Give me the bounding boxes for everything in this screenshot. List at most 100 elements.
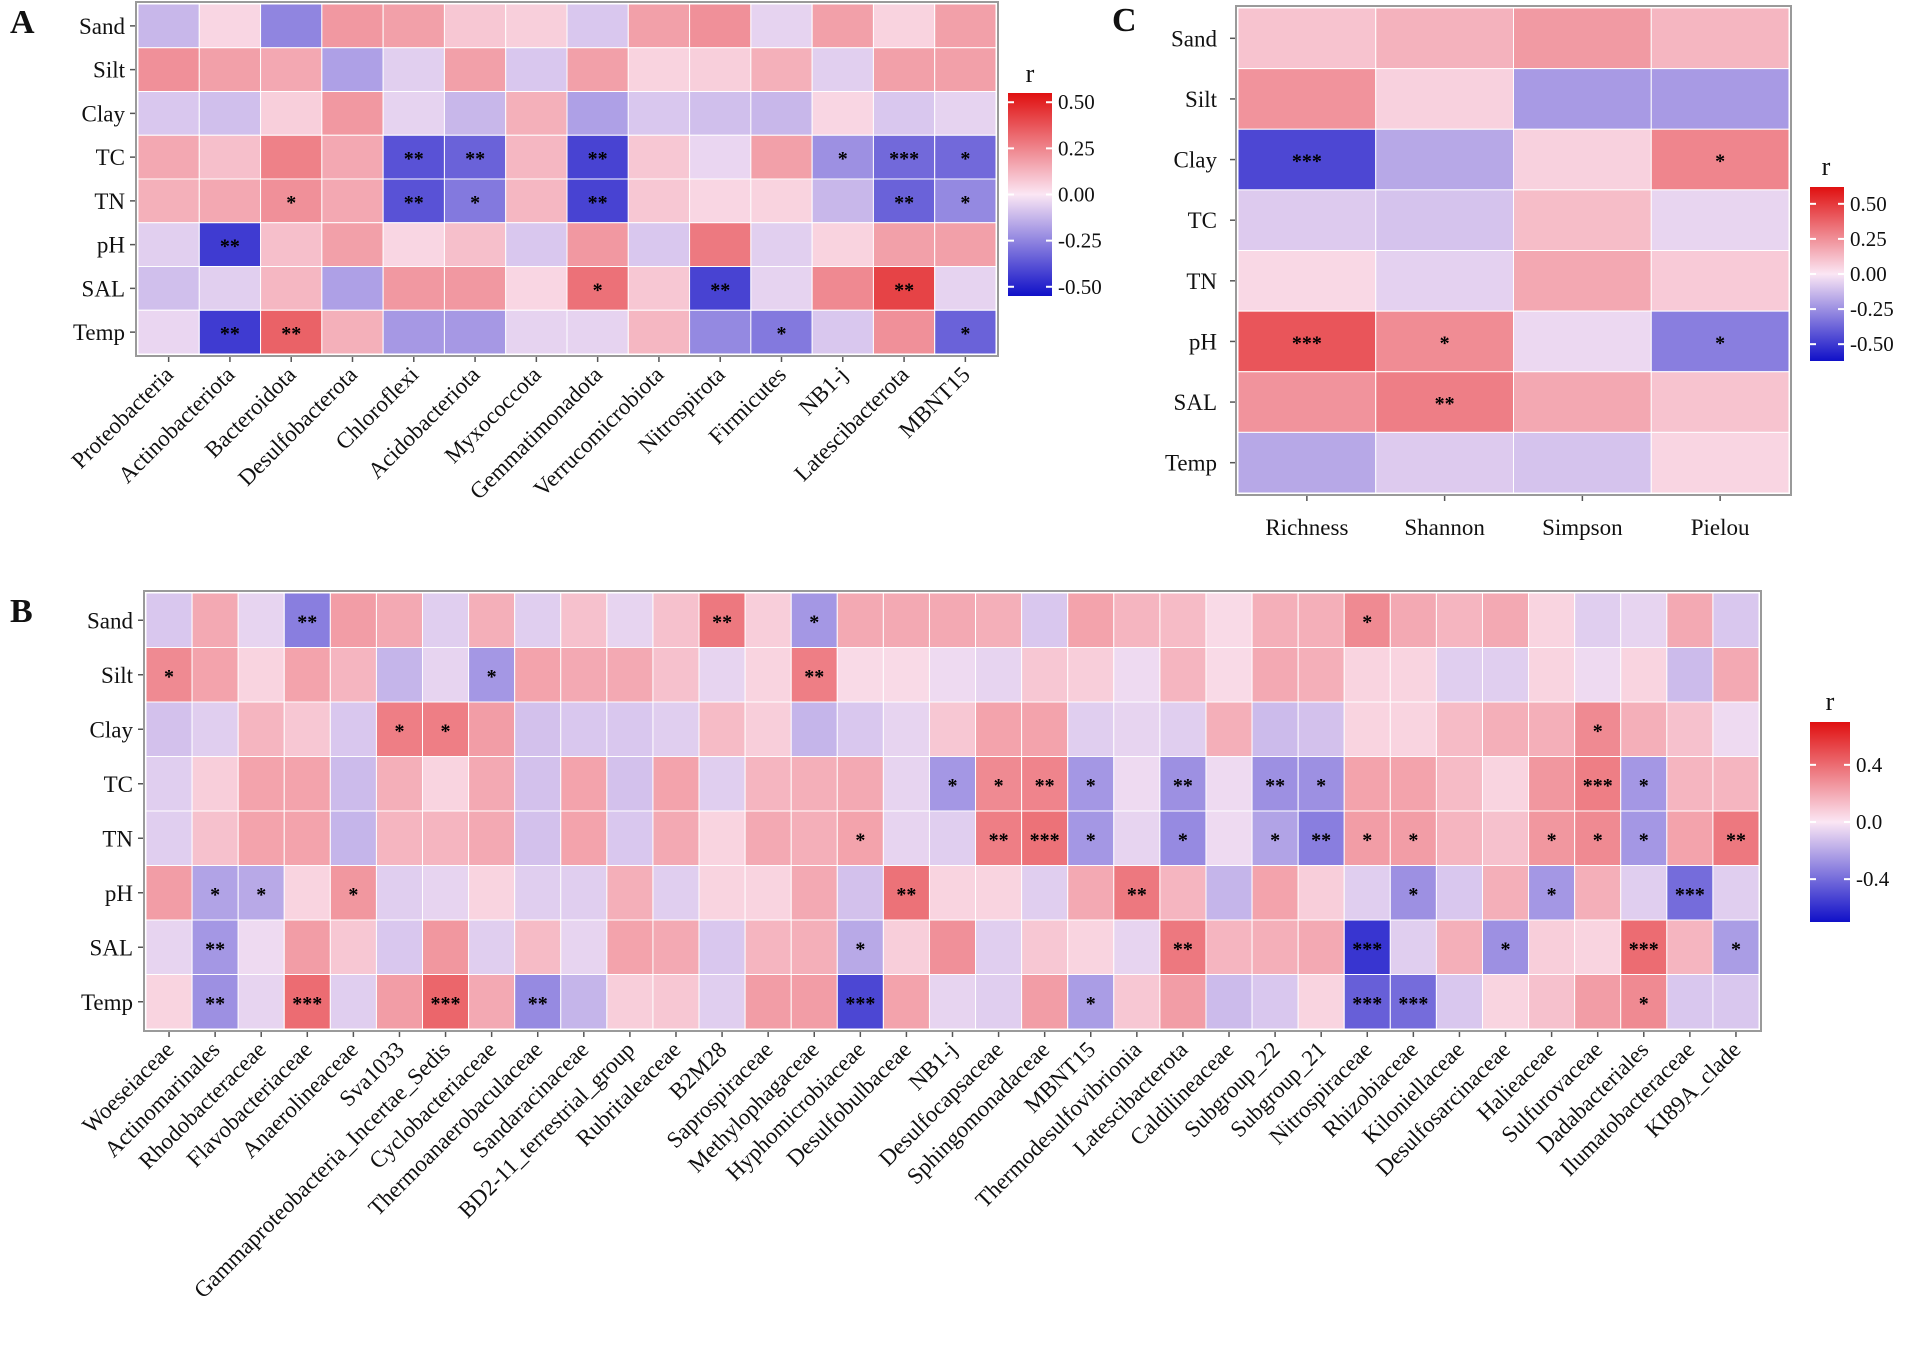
heatmap-cell-temp-ilumatobacteraceae bbox=[1666, 974, 1714, 1030]
significance-label: * bbox=[960, 192, 970, 214]
heatmap-cell-tn-gammaproteobacteria-incertae-sedis bbox=[422, 810, 470, 866]
significance-label: *** bbox=[1398, 993, 1428, 1015]
heatmap-cell-clay-flavobacteriaceae bbox=[283, 701, 331, 757]
heatmap-cell-temp-ki89a-clade bbox=[1712, 974, 1760, 1030]
row-label-sal: SAL bbox=[90, 935, 133, 960]
significance-label: * bbox=[1086, 775, 1096, 797]
column-label-simpson: Simpson bbox=[1542, 515, 1623, 540]
heatmap-cell-temp-nb1-j bbox=[811, 309, 874, 355]
heatmap-cell-clay-desulfobulbaceae bbox=[882, 701, 930, 757]
heatmap-cell-silt-desulfobacterota bbox=[321, 47, 384, 92]
significance-label: ** bbox=[1127, 884, 1147, 906]
legend-tick-label: 0.25 bbox=[1850, 227, 1887, 251]
heatmap-cell-tn-desulfocapsaceae bbox=[975, 810, 1023, 866]
heatmap-cell-tc-sulfurovaceae bbox=[1574, 756, 1622, 812]
heatmap-cell-tc-latescibacterota bbox=[1159, 756, 1207, 812]
heatmap-cell-ph-woeseiaceae bbox=[145, 865, 193, 921]
heatmap-cell-sal-mbnt15 bbox=[934, 266, 997, 311]
heatmap-cell-clay-latescibacterota bbox=[872, 91, 936, 136]
heatmap-cell-tn-rubritaleaceae bbox=[652, 810, 700, 866]
heatmap-cell-tn-myxococcota bbox=[505, 178, 568, 224]
heatmap-cell-silt-kiloniellaceae bbox=[1435, 647, 1483, 703]
heatmap-cell-sand-desulfosarcinaceae bbox=[1481, 592, 1530, 648]
heatmap-cell-sal-sandaracinaceae bbox=[560, 919, 608, 975]
heatmap-cell-temp-sulfurovaceae bbox=[1574, 974, 1622, 1030]
significance-label: ** bbox=[1726, 829, 1746, 851]
heatmap-cell-temp-thermodesulfovibrionia bbox=[1113, 974, 1161, 1030]
heatmap-cell-temp-thermoanaerobaculaceae bbox=[514, 974, 562, 1030]
heatmap-cell-sand-nb1-j bbox=[811, 3, 874, 49]
heatmap-cell-sal-gemmatimonadota bbox=[566, 266, 629, 311]
heatmap-cell-silt-rhodobacteraceae bbox=[237, 647, 285, 703]
heatmap-cell-tc-ilumatobacteraceae bbox=[1666, 756, 1714, 812]
heatmap-cell-sal-mbnt15 bbox=[1067, 919, 1115, 975]
row-label-tc: TC bbox=[104, 772, 133, 797]
heatmap-cell-tc-desulfocapsaceae bbox=[975, 756, 1023, 812]
heatmap-cell-ph-subgroup-21 bbox=[1297, 865, 1345, 921]
heatmap-cell-temp-gammaproteobacteria-incertae-sedis bbox=[422, 974, 470, 1030]
heatmap-cell-ph-thermoanaerobaculaceae bbox=[514, 865, 562, 921]
heatmap-cell-clay-pielou bbox=[1650, 128, 1790, 191]
heatmap-cell-temp-shannon bbox=[1375, 431, 1514, 494]
row-label-ph: pH bbox=[105, 881, 133, 906]
heatmap-cell-tn-ki89a-clade bbox=[1712, 810, 1760, 866]
heatmap-cell-tn-thermoanaerobaculaceae bbox=[514, 810, 562, 866]
significance-label: *** bbox=[1030, 829, 1060, 851]
row-label-tc: TC bbox=[96, 145, 125, 170]
heatmap-cell-tn-rhodobacteraceae bbox=[237, 810, 285, 866]
row-label-temp: Temp bbox=[73, 320, 125, 345]
heatmap-cell-silt-cyclobacteriaceae bbox=[468, 647, 516, 703]
heatmap-cell-temp-proteobacteria bbox=[137, 309, 200, 355]
heatmap-cell-sal-anaerolineaceae bbox=[329, 919, 377, 975]
heatmap-cell-sal-sulfurovaceae bbox=[1574, 919, 1622, 975]
heatmap-cell-tn-flavobacteriaceae bbox=[283, 810, 331, 866]
heatmap-cell-clay-actinobacteriota bbox=[198, 91, 262, 136]
significance-label: * bbox=[1086, 993, 1096, 1015]
heatmap-cell-tc-flavobacteriaceae bbox=[283, 756, 331, 812]
heatmap-cell-sand-mbnt15 bbox=[934, 3, 997, 49]
heatmap-cell-tc-subgroup-22 bbox=[1251, 756, 1299, 812]
heatmap-cell-tn-kiloniellaceae bbox=[1435, 810, 1483, 866]
heatmap-cell-clay-mbnt15 bbox=[1067, 701, 1115, 757]
significance-label: ** bbox=[894, 279, 914, 301]
heatmap-cell-clay-subgroup-22 bbox=[1251, 701, 1299, 757]
heatmap-cell-silt-mbnt15 bbox=[1067, 647, 1115, 703]
heatmap-cell-sal-simpson bbox=[1513, 371, 1652, 433]
heatmap-cell-tn-sphingomonadaceae bbox=[1021, 810, 1069, 866]
heatmap-cell-temp-richness bbox=[1237, 431, 1377, 494]
heatmap-cell-sal-dadabacteriales bbox=[1620, 919, 1668, 975]
heatmap-cell-sand-shannon bbox=[1375, 7, 1514, 70]
row-label-clay: Clay bbox=[90, 717, 134, 742]
heatmap-cell-sal-caldilineaceae bbox=[1205, 919, 1253, 975]
heatmap-cell-tc-sva1033 bbox=[375, 756, 424, 812]
heatmap-cell-sand-flavobacteriaceae bbox=[283, 592, 331, 648]
heatmap-cell-sal-ilumatobacteraceae bbox=[1666, 919, 1714, 975]
heatmap-cell-silt-halieaceae bbox=[1528, 647, 1576, 703]
heatmap-cell-tn-nb1-j bbox=[811, 178, 874, 224]
heatmap-cell-tc-sphingomonadaceae bbox=[1021, 756, 1069, 812]
heatmap-cell-tc-bd2-11-terrestrial-group bbox=[606, 756, 654, 812]
heatmap-cell-temp-latescibacterota bbox=[872, 309, 936, 355]
heatmap-cell-tc-richness bbox=[1237, 189, 1377, 251]
heatmap-cell-sand-myxococcota bbox=[505, 3, 568, 49]
significance-label: *** bbox=[1352, 938, 1382, 960]
significance-label: * bbox=[1593, 829, 1603, 851]
significance-label: ** bbox=[804, 666, 824, 688]
significance-label: * bbox=[441, 720, 451, 742]
heatmap-cell-tc-dadabacteriales bbox=[1620, 756, 1668, 812]
significance-label: * bbox=[1639, 829, 1649, 851]
panel-label: C bbox=[1112, 2, 1137, 39]
heatmap-cell-sand-subgroup-21 bbox=[1297, 592, 1345, 648]
heatmap-cell-temp-methylophagaceae bbox=[790, 974, 838, 1030]
heatmap-cell-sal-desulfobulbaceae bbox=[882, 919, 930, 975]
heatmap-cell-silt-desulfocapsaceae bbox=[975, 647, 1023, 703]
heatmap-cell-sand-simpson bbox=[1513, 7, 1652, 70]
heatmap-cell-temp-sphingomonadaceae bbox=[1021, 974, 1069, 1030]
heatmap-cell-ph-latescibacterota bbox=[872, 222, 936, 267]
significance-label: *** bbox=[1583, 775, 1613, 797]
heatmap-cell-ph-firmicutes bbox=[750, 222, 813, 267]
heatmap-cell-ph-sva1033 bbox=[375, 865, 424, 921]
heatmap-cell-sand-proteobacteria bbox=[137, 3, 200, 49]
heatmap-cell-ph-desulfocapsaceae bbox=[975, 865, 1023, 921]
heatmap-cell-ph-halieaceae bbox=[1528, 865, 1576, 921]
